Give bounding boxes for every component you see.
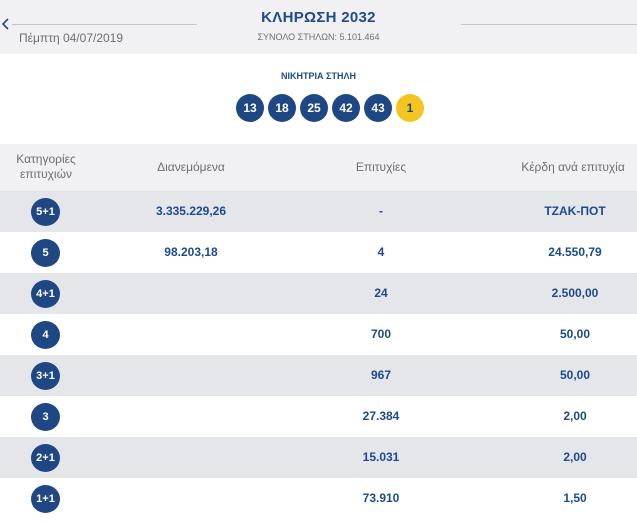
total-columns: ΣΥΝΟΛΟ ΣΤΗΛΩΝ: 5.101.464	[257, 32, 380, 42]
table-row: 2+1 15.031 2,00	[0, 437, 637, 478]
table-row: 5+1 3.335.229,26 - ΤΖΑΚ-ΠΟΤ	[0, 191, 637, 232]
prize-table-header: Κατηγορίες επιτυχιών Διανεμόμενα Επιτυχί…	[0, 144, 637, 191]
category-badge: 5+1	[31, 198, 60, 226]
table-row: 1+1 73.910 1,50	[0, 478, 637, 519]
prize-per-winner: 2,00	[563, 409, 587, 423]
prize-per-winner: 1,50	[563, 491, 587, 505]
winning-number-ball: 43	[364, 94, 392, 122]
prize-per-winner: 2.500,00	[551, 286, 599, 300]
category-badge: 3+1	[31, 362, 60, 390]
category-badge: 4+1	[31, 280, 60, 308]
category-badge: 4	[31, 321, 60, 349]
winners-count: 967	[370, 368, 392, 382]
prize-per-winner: 50,00	[559, 368, 591, 382]
table-row: 5 98.203,18 4 24.550,79	[0, 232, 637, 273]
chevron-left-icon[interactable]	[0, 16, 14, 36]
winning-number-ball: 13	[236, 94, 264, 122]
category-badge: 1+1	[31, 485, 60, 513]
prize-table-body: 5+1 3.335.229,26 - ΤΖΑΚ-ΠΟΤ 5 98.203,18 …	[0, 191, 637, 519]
winning-number-ball: 42	[332, 94, 360, 122]
table-row: 3 27.384 2,00	[0, 396, 637, 437]
header-divider-left	[12, 24, 197, 25]
prize-per-winner: 50,00	[559, 327, 591, 341]
joker-number-ball: 1	[396, 94, 424, 122]
distributed-amount: 3.335.229,26	[155, 204, 227, 218]
distributed-amount: 98.203,18	[164, 245, 218, 259]
table-row: 4+1 24 2.500,00	[0, 273, 637, 314]
table-row: 4 700 50,00	[0, 314, 637, 355]
header-winners: Επιτυχίες	[355, 160, 407, 174]
header-distributed: Διανεμόμενα	[157, 160, 225, 174]
header-divider-right	[461, 24, 637, 25]
winners-count: -	[379, 204, 383, 218]
header-prize: Κέρδη ανά επιτυχία	[521, 160, 625, 174]
category-badge: 5	[31, 239, 60, 267]
winners-count: 15.031	[362, 450, 400, 464]
winners-count: 24	[374, 286, 388, 300]
winners-count: 700	[370, 327, 392, 341]
winning-column-title: ΝΙΚΗΤΡΙΑ ΣΤΗΛΗ	[281, 71, 356, 81]
prize-per-winner: 2,00	[563, 450, 587, 464]
winning-number-ball: 25	[300, 94, 328, 122]
prize-per-winner: ΤΖΑΚ-ΠΟΤ	[544, 204, 606, 218]
winning-number-ball: 18	[268, 94, 296, 122]
header-category: Κατηγορίες επιτυχιών	[16, 152, 76, 181]
draw-header: Πέμπτη 04/07/2019 ΚΛΗΡΩΣΗ 2032 ΣΥΝΟΛΟ ΣΤ…	[0, 0, 637, 54]
draw-date: Πέμπτη 04/07/2019	[19, 31, 124, 45]
category-badge: 2+1	[31, 444, 60, 472]
winning-numbers: 13 18 25 42 43 1	[236, 94, 424, 122]
prize-per-winner: 24.550,79	[548, 245, 602, 259]
category-badge: 3	[31, 403, 60, 431]
winners-count: 73.910	[362, 491, 400, 505]
table-row: 3+1 967 50,00	[0, 355, 637, 396]
draw-title: ΚΛΗΡΩΣΗ 2032	[261, 9, 376, 26]
winners-count: 4	[377, 245, 385, 259]
winners-count: 27.384	[362, 409, 400, 423]
